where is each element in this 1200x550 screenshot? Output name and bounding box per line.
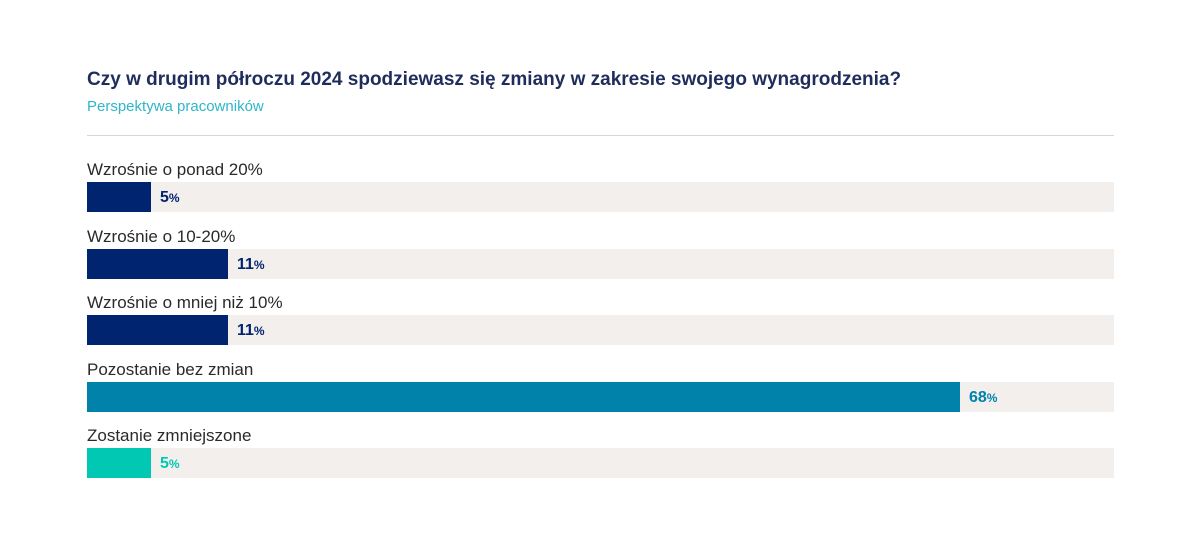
- data-label: 5%: [160, 189, 180, 206]
- bar-row: Zostanie zmniejszone 5%: [87, 426, 1114, 488]
- data-label: 5%: [160, 455, 180, 472]
- bar-row: Pozostanie bez zmian 68%: [87, 360, 1114, 422]
- data-label: 68%: [969, 388, 998, 406]
- category-label: Wzrośnie o ponad 20%: [87, 160, 263, 179]
- bar-track: [87, 315, 1114, 345]
- chart-title: Czy w drugim półroczu 2024 spodziewasz s…: [87, 69, 902, 90]
- bar: [87, 182, 151, 212]
- bar-row: Wzrośnie o ponad 20% 5%: [87, 160, 1114, 222]
- category-label: Pozostanie bez zmian: [87, 359, 254, 379]
- bar-row: Wzrośnie o mniej niż 10% 11%: [87, 293, 1114, 355]
- category-label: Zostanie zmniejszone: [87, 426, 252, 445]
- bar-track: [87, 448, 1114, 478]
- bar: [87, 248, 228, 279]
- data-label: 11%: [237, 255, 265, 273]
- bar-track: [87, 248, 1114, 279]
- bar: [87, 315, 228, 345]
- bar: [87, 381, 960, 412]
- data-label: 11%: [237, 322, 265, 339]
- bar: [87, 448, 151, 478]
- bar-track: [87, 182, 1114, 212]
- category-label: Wzrośnie o mniej niż 10%: [87, 293, 283, 312]
- bar-row: Wzrośnie o 10-20% 11%: [87, 227, 1114, 289]
- category-label: Wzrośnie o 10-20%: [87, 226, 236, 246]
- chart-subtitle: Perspektywa pracowników: [87, 98, 264, 115]
- title-divider: [87, 135, 1114, 136]
